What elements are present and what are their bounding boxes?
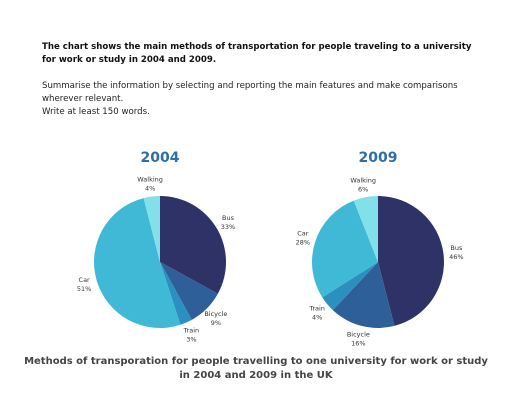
pie-slice — [143, 196, 160, 262]
prompt-line: Summarise the information by selecting a… — [42, 81, 458, 104]
pie-slice — [160, 196, 226, 294]
slice-value: 4% — [312, 313, 322, 321]
slice-label: Bus 33% — [221, 214, 235, 231]
slice-value: 33% — [221, 223, 235, 231]
pie-slice — [332, 262, 395, 328]
prompt-line: Write at least 150 words. — [42, 107, 150, 117]
slice-label: Bicycle 9% — [204, 310, 227, 327]
chart-title: 2004 — [141, 150, 180, 166]
chart-caption: Methods of transporation for people trav… — [24, 356, 488, 381]
chart-title: 2009 — [359, 150, 398, 166]
slice-name: Bus — [222, 214, 235, 222]
slice-name: Walking — [137, 176, 163, 184]
pie-slice — [322, 262, 378, 311]
slice-name: Bicycle — [204, 310, 227, 318]
slice-label: Car 51% — [77, 276, 91, 293]
slice-label: Walking 4% — [137, 176, 163, 193]
slice-label: Train 3% — [183, 327, 200, 344]
pie-slice — [160, 262, 218, 320]
slice-value: 3% — [186, 336, 196, 344]
prompt-body: Summarise the information by selecting a… — [42, 80, 482, 119]
slice-name: Bus — [450, 244, 463, 252]
slice-value: 46% — [449, 253, 463, 261]
slice-label: Car 28% — [296, 230, 310, 247]
slice-label: Bicycle 16% — [347, 331, 370, 348]
slice-name: Walking — [350, 176, 376, 184]
slice-value: 9% — [211, 319, 221, 327]
slice-name: Car — [297, 230, 309, 238]
pie-slice — [94, 198, 181, 328]
slice-label: Train 4% — [308, 304, 325, 321]
slice-value: 4% — [145, 185, 155, 193]
pie-slice — [353, 196, 378, 262]
slice-value: 16% — [351, 340, 365, 348]
pie-slice — [378, 196, 444, 326]
slice-name: Train — [183, 327, 200, 335]
pie-slice — [160, 262, 192, 325]
slice-value: 51% — [77, 285, 91, 293]
prompt-heading: The chart shows the main methods of tran… — [42, 42, 472, 65]
slice-label: Walking 6% — [350, 176, 376, 193]
slice-name: Car — [79, 276, 91, 284]
slice-value: 28% — [296, 239, 310, 247]
pie-slice — [312, 200, 378, 298]
slice-label: Bus 46% — [449, 244, 463, 261]
slice-value: 6% — [358, 185, 368, 193]
slice-name: Train — [308, 304, 325, 312]
slice-name: Bicycle — [347, 331, 370, 339]
